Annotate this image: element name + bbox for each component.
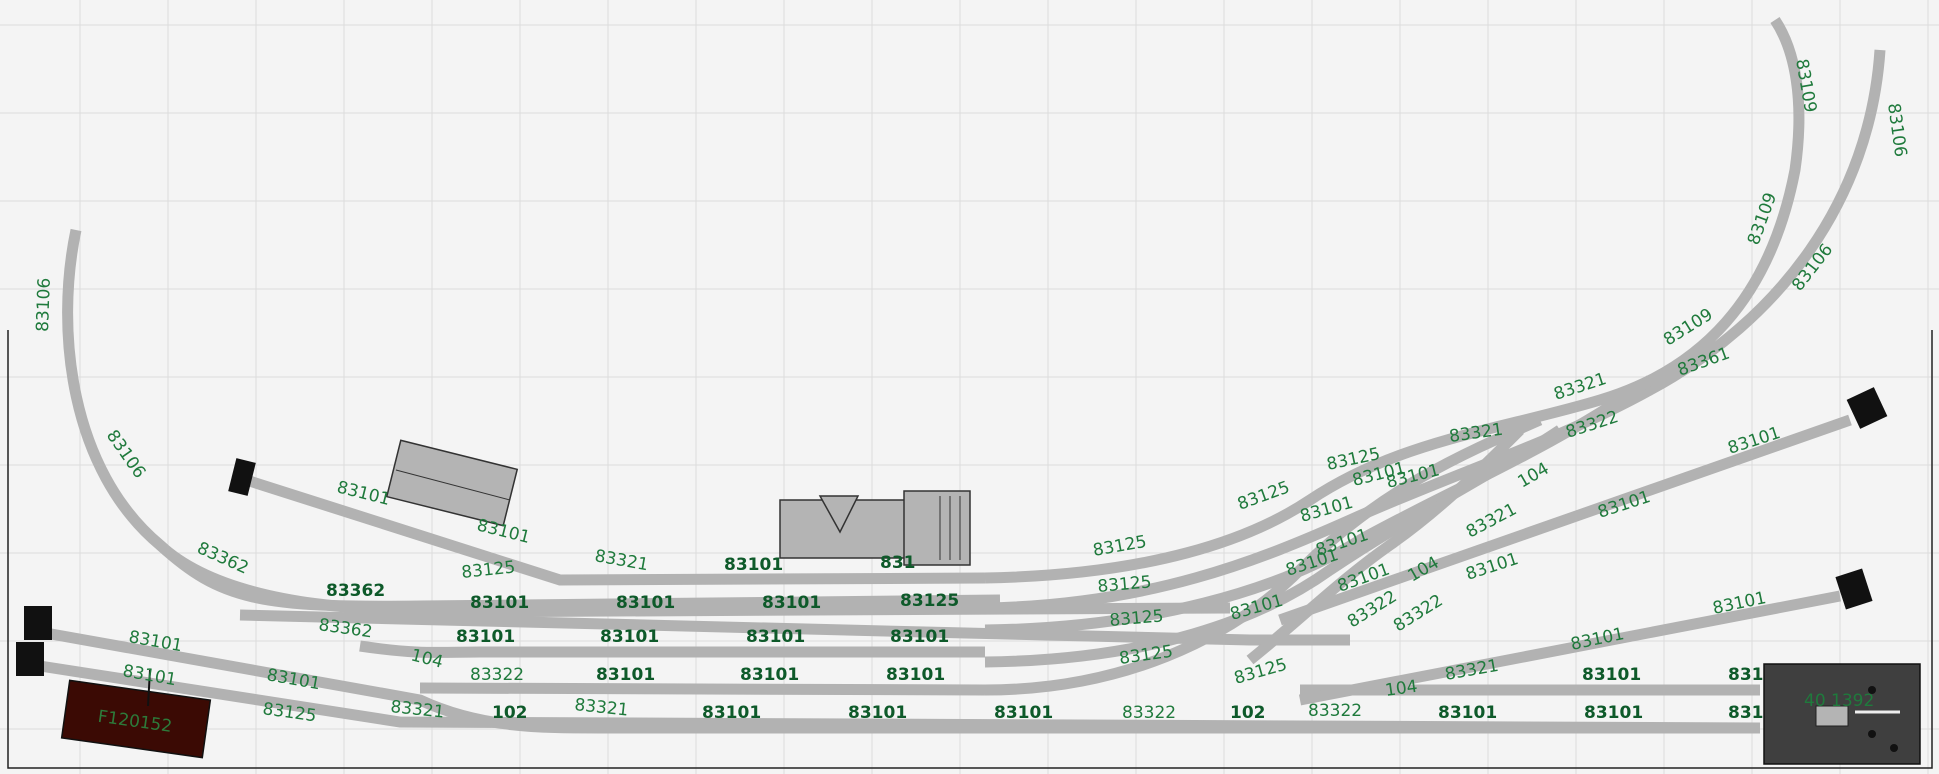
- track-label: 83125: [1232, 655, 1290, 689]
- track-label: 83101: [1584, 703, 1643, 723]
- track-curve-2: [984, 49, 1886, 614]
- track-label: 83101: [470, 593, 529, 613]
- track-row1: [419, 602, 1231, 618]
- buffer-stop-icon: [228, 458, 256, 496]
- track-spur-top: [238, 472, 986, 586]
- track-curve-5: [984, 414, 1543, 696]
- buffer-stop-icon: [16, 642, 44, 676]
- track-bottom-2: [39, 660, 1761, 734]
- track-label: 104: [1405, 553, 1443, 587]
- track-label: 83101: [1582, 665, 1641, 685]
- track-diagonal-r1: [1278, 414, 1852, 626]
- track-curve-4: [984, 425, 1564, 668]
- track-label: 83101: [1569, 624, 1626, 655]
- building-icon: [385, 439, 519, 527]
- track-label: 83322: [1122, 703, 1176, 723]
- track-label: 83101: [600, 627, 659, 647]
- track-row4: [419, 682, 986, 696]
- track-label: 83101: [335, 477, 392, 509]
- station-label: 40 1392: [1804, 691, 1874, 711]
- station-box[interactable]: 40 1392: [1763, 663, 1921, 765]
- track-label: 83101: [1438, 703, 1497, 723]
- wagon[interactable]: F120152: [60, 669, 212, 759]
- track-label: 83322: [1308, 701, 1362, 721]
- track-label: 83101: [890, 627, 949, 647]
- track-label: 83101: [848, 703, 907, 723]
- track-label: 831: [1728, 703, 1764, 723]
- building-icon: [779, 490, 971, 566]
- track-label: 83101: [596, 665, 655, 685]
- buffer-stop-icon: [24, 606, 52, 640]
- buffer-stop-icon: [1846, 387, 1888, 429]
- board-border: [7, 330, 1933, 769]
- wagon-body: [60, 679, 212, 759]
- tracks[interactable]: [39, 16, 1886, 734]
- track-label: 83101: [724, 555, 783, 575]
- track-label: 83101: [616, 593, 675, 613]
- buffer-stop-icon: [1835, 568, 1873, 610]
- track-label: 83101: [746, 627, 805, 647]
- track-label: 102: [492, 703, 528, 723]
- track-label: 83322: [1390, 591, 1446, 637]
- track-label: 83362: [326, 581, 385, 601]
- track-label: 83101: [702, 703, 761, 723]
- track-label: 831: [1728, 665, 1764, 685]
- track-label: 83125: [1235, 477, 1293, 514]
- track-label: 83321: [1443, 656, 1500, 685]
- track-diagonal-r2: [1298, 590, 1842, 706]
- track-label: 83101: [1595, 487, 1653, 523]
- track-label: 102: [1230, 703, 1266, 723]
- track-label: 83101: [265, 665, 322, 694]
- track-label: 83125: [460, 557, 516, 583]
- track-label: 83106: [1883, 102, 1910, 158]
- track-label: 83125: [1097, 572, 1153, 597]
- track-row3: [359, 640, 985, 658]
- buffer-stops: [16, 387, 1888, 676]
- track-label: 83125: [1109, 606, 1165, 631]
- track-label: 83321: [593, 546, 650, 575]
- track-label: 83101: [456, 627, 515, 647]
- track-label: 104: [1384, 677, 1419, 701]
- track-label: 831: [880, 553, 916, 573]
- track-label: 83106: [33, 277, 55, 332]
- track-left-loop-return: [156, 540, 1001, 612]
- track-label: 83321: [573, 695, 629, 721]
- track-label: 83101: [762, 593, 821, 613]
- track-row2: [239, 609, 1350, 646]
- track-label: 83101: [740, 665, 799, 685]
- track-label: 104: [1515, 459, 1553, 493]
- track-diagonal-r3: [1246, 426, 1524, 665]
- track-label: 83322: [470, 665, 524, 685]
- track-label: 83101: [886, 665, 945, 685]
- track-label: 83125: [1091, 532, 1148, 561]
- track-curve-1: [984, 16, 1805, 584]
- track-label: 83101: [994, 703, 1053, 723]
- track-label: 83125: [900, 591, 959, 611]
